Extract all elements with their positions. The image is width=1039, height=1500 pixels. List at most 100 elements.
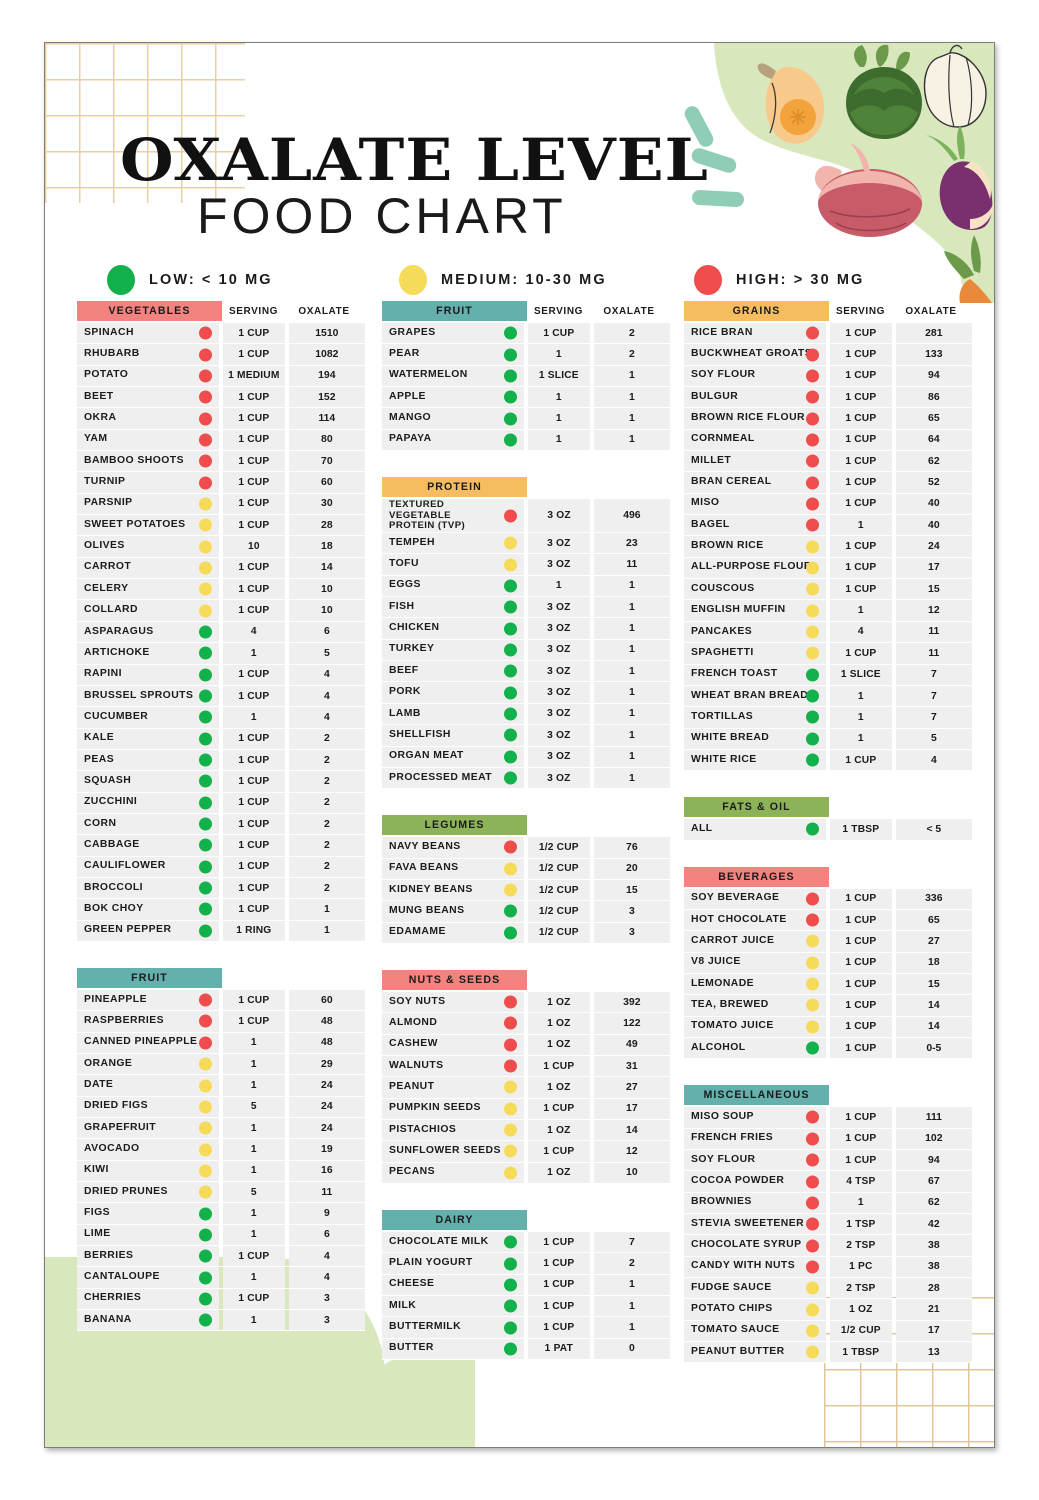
food-name: DRIED FIGS: [77, 1096, 220, 1118]
food-name: COCOA POWDER: [684, 1171, 827, 1192]
food-name: PECANS: [382, 1162, 525, 1183]
oxalate-value: 2: [288, 728, 365, 749]
food-name: RICE BRAN: [684, 323, 827, 344]
oxalate-value: 11: [895, 621, 972, 643]
food-name: CANTALOUPE: [77, 1267, 220, 1288]
food-name: WHITE RICE: [684, 749, 827, 771]
level-dot-low-icon: [504, 1321, 518, 1335]
oxalate-value: 111: [895, 1107, 972, 1128]
oxalate-value: 4: [288, 664, 365, 685]
table-row: BROWNIES 1 62: [684, 1192, 972, 1215]
table-beverages: BEVERAGES SOY BEVERAGE 1 CUP 336 HOT CHOCOLA…: [684, 866, 972, 1060]
serving-value: 1/2 CUP: [528, 879, 590, 901]
table-row: PAPAYA 1 1: [382, 429, 670, 452]
food-name: PINEAPPLE: [77, 989, 220, 1011]
table-row: BRUSSEL SPROUTS 1 CUP 4: [77, 685, 365, 708]
category-title-nuts-seeds: NUTS & SEEDS: [382, 969, 527, 990]
level-dot-med-icon: [199, 540, 213, 554]
level-dot-low-icon: [199, 710, 213, 724]
serving-value: 1/2 CUP: [830, 1320, 892, 1342]
serving-value: 1 CUP: [223, 877, 285, 899]
level-dot-high-icon: [806, 892, 820, 906]
oxalate-value: 52: [895, 472, 972, 493]
serving-value: 1 PAT: [528, 1338, 590, 1360]
food-name: DATE: [77, 1075, 220, 1096]
oxalate-value: 17: [593, 1098, 670, 1119]
level-dot-med-icon: [504, 1166, 518, 1180]
level-dot-high-icon: [504, 1016, 518, 1030]
serving-value: 1 CUP: [830, 1107, 892, 1128]
oxalate-value: 2: [593, 1253, 670, 1274]
oxalate-value: 3: [593, 901, 670, 922]
oxalate-value: 24: [288, 1118, 365, 1139]
header-spacer: [527, 815, 670, 835]
serving-value: 1 CUP: [223, 493, 285, 515]
header-spacer: [829, 1085, 972, 1105]
food-name: WALNUTS: [382, 1055, 525, 1077]
serving-value: 1 CUP: [223, 792, 285, 813]
table-row: SOY NUTS 1 OZ 392: [382, 991, 670, 1014]
level-dot-low-icon: [199, 1292, 213, 1306]
serving-value: 10: [223, 536, 285, 557]
food-name: BUTTER: [382, 1338, 525, 1360]
category-title-miscellaneous: MISCELLANEOUS: [684, 1085, 829, 1106]
table-row: CANNED PINEAPPLE 1 48: [77, 1032, 365, 1054]
oxalate-value: 6: [288, 1224, 365, 1246]
table-row: MISO SOUP 1 CUP 111: [684, 1107, 972, 1129]
food-name: ALCOHOL: [684, 1037, 827, 1059]
level-dot-med-icon: [806, 646, 820, 660]
oxalate-value: 1082: [288, 344, 365, 365]
level-dot-low-icon: [504, 326, 518, 340]
table-row: MANGO 1 1: [382, 408, 670, 430]
table-row: CARROT 1 CUP 14: [77, 557, 365, 580]
oxalate-value: 1: [593, 639, 670, 661]
category-title-fats-oil: FATS & OIL: [684, 797, 829, 818]
food-name: EDAMAME: [382, 922, 525, 943]
serving-value: 3 OZ: [528, 725, 590, 746]
oxalate-value: 14: [895, 995, 972, 1016]
table-row: CUCUMBER 1 4: [77, 707, 365, 729]
serving-value: 4: [223, 621, 285, 643]
table-row: RAPINI 1 CUP 4: [77, 664, 365, 686]
serving-value: 1 CUP: [223, 579, 285, 600]
table-header-miscellaneous: MISCELLANEOUS: [684, 1085, 972, 1106]
level-dot-med-icon: [199, 1121, 213, 1135]
serving-value: 3 OZ: [528, 661, 590, 682]
table-row: ZUCCHINI 1 CUP 2: [77, 792, 365, 814]
food-name: BROCCOLI: [77, 877, 220, 899]
level-dot-med-icon: [504, 558, 518, 572]
food-name: TURNIP: [77, 472, 220, 493]
food-name: BAGEL: [684, 515, 827, 536]
table-gap: [382, 1188, 670, 1210]
serving-value: 1: [223, 1075, 285, 1096]
table-row: CASHEW 1 OZ 49: [382, 1034, 670, 1056]
food-name: YAM: [77, 429, 220, 451]
oxalate-value: 10: [288, 579, 365, 600]
food-name: ARTICHOKE: [77, 643, 220, 664]
table-row: TORTILLAS 1 7: [684, 707, 972, 729]
table-row: FIGS 1 9: [77, 1203, 365, 1225]
oxalate-value: 5: [895, 728, 972, 749]
oxalate-value: 496: [593, 499, 670, 533]
serving-value: 1 CUP: [223, 749, 285, 771]
oxalate-value: 24: [288, 1096, 365, 1118]
food-name: CHICKEN: [382, 618, 525, 639]
oxalate-value: 10: [593, 1162, 670, 1183]
column-header-oxalate: OXALATE: [603, 305, 655, 317]
food-name: ALMOND: [382, 1013, 525, 1034]
level-dot-low-icon: [504, 579, 518, 593]
level-dot-high-icon: [806, 369, 820, 383]
level-dot-low-icon: [199, 774, 213, 788]
level-dot-low-icon: [199, 732, 213, 746]
oxalate-value: 1: [593, 365, 670, 387]
food-name: BOK CHOY: [77, 899, 220, 920]
food-name: CORNMEAL: [684, 429, 827, 451]
header-spacer: [527, 477, 670, 497]
table-row: BULGUR 1 CUP 86: [684, 387, 972, 409]
level-dot-low-icon: [199, 646, 213, 660]
level-dot-high-icon: [806, 433, 820, 447]
serving-value: 1 CUP: [830, 643, 892, 664]
serving-value: 1 CUP: [528, 1253, 590, 1274]
serving-value: 3 OZ: [528, 639, 590, 661]
serving-value: 1 CUP: [223, 472, 285, 493]
